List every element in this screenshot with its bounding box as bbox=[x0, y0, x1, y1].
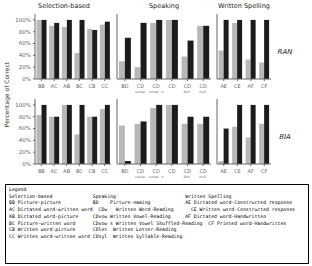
html-text:BB Picture-picture BD Picture-: BB Picture-picture BD Picture-naming AE … bbox=[9, 200, 292, 206]
svg-text:BC: BC bbox=[76, 83, 83, 89]
svg-text:20%: 20% bbox=[19, 64, 31, 70]
svg-text:BB: BB bbox=[38, 83, 45, 89]
svg-text:AC: AC bbox=[51, 168, 58, 174]
svg-text:100%: 100% bbox=[15, 17, 31, 23]
html-text:BIA: BIA bbox=[279, 133, 291, 141]
html-text:RAN: RAN bbox=[277, 48, 293, 56]
svg-text:CDvow. s: CDvow. s bbox=[148, 168, 164, 178]
svg-text:AB: AB bbox=[63, 83, 70, 89]
svg-text:100%: 100% bbox=[15, 102, 31, 108]
svg-text:CDlet.: CDlet. bbox=[183, 83, 191, 93]
svg-text:20%: 20% bbox=[19, 149, 31, 155]
svg-text:AE: AE bbox=[220, 83, 227, 89]
svg-text:CDsyl.: CDsyl. bbox=[199, 83, 208, 93]
svg-text:AF: AF bbox=[248, 168, 254, 174]
svg-text:BC: BC bbox=[76, 168, 83, 174]
svg-text:AF: AF bbox=[248, 83, 254, 89]
html-text:Legend: Legend bbox=[9, 187, 27, 192]
svg-text:40%: 40% bbox=[19, 52, 31, 58]
html-text:AB Dictated word-picture CDvow: AB Dictated word-picture CDvow Written V… bbox=[9, 213, 266, 219]
html-text:CB Written word-picture CDlet: CB Written word-picture CDlet Written Le… bbox=[9, 227, 177, 233]
svg-text:AE: AE bbox=[220, 168, 227, 174]
svg-text:CB: CB bbox=[89, 83, 96, 89]
html-text:Selection-based Speaking Writt: Selection-based Speaking Written Spellin… bbox=[9, 193, 232, 199]
svg-text:60%: 60% bbox=[19, 40, 31, 46]
svg-text:CF: CF bbox=[261, 168, 267, 174]
html-text:BC Picture-written word CDvow: BC Picture-written word CDvow s Written … bbox=[9, 220, 287, 226]
svg-text:CDvow. s: CDvow. s bbox=[148, 83, 164, 93]
svg-text:CC: CC bbox=[101, 83, 108, 89]
svg-text:BB: BB bbox=[38, 168, 45, 174]
svg-text:40%: 40% bbox=[19, 137, 31, 143]
svg-text:CB: CB bbox=[89, 168, 96, 174]
html-text:Selection-based: Selection-based bbox=[38, 2, 90, 10]
svg-text:CF: CF bbox=[261, 83, 267, 89]
svg-text:60%: 60% bbox=[19, 125, 31, 131]
html-text:CC Written word-written word C: CC Written word-written word CDsyl Writt… bbox=[9, 233, 183, 239]
svg-text:CDlet.: CDlet. bbox=[183, 168, 191, 178]
html-text:Percentage of Correct: Percentage of Correct bbox=[3, 61, 11, 128]
svg-text:AC: AC bbox=[51, 83, 58, 89]
svg-text:CC: CC bbox=[101, 168, 108, 174]
svg-text:CDsyl.: CDsyl. bbox=[199, 168, 208, 178]
svg-text:CD: CD bbox=[168, 83, 175, 89]
svg-text:CDvow.: CDvow. bbox=[135, 83, 147, 93]
svg-text:BD: BD bbox=[121, 83, 128, 89]
html-text:AC Dictated word-written word: AC Dictated word-written word CDw Writte… bbox=[9, 207, 295, 213]
svg-text:AB: AB bbox=[63, 168, 70, 174]
svg-text:0%: 0% bbox=[22, 76, 31, 82]
svg-text:CD: CD bbox=[168, 168, 175, 174]
svg-text:80%: 80% bbox=[19, 29, 31, 35]
svg-text:CE: CE bbox=[234, 83, 241, 89]
svg-text:0%: 0% bbox=[22, 161, 31, 167]
svg-text:CE: CE bbox=[234, 168, 241, 174]
svg-text:80%: 80% bbox=[19, 114, 31, 120]
svg-text:BD: BD bbox=[121, 168, 128, 174]
html-text:Written Spelling: Written Spelling bbox=[218, 2, 270, 10]
html-text:Speaking: Speaking bbox=[149, 2, 179, 10]
svg-text:CDvow.: CDvow. bbox=[135, 168, 147, 178]
